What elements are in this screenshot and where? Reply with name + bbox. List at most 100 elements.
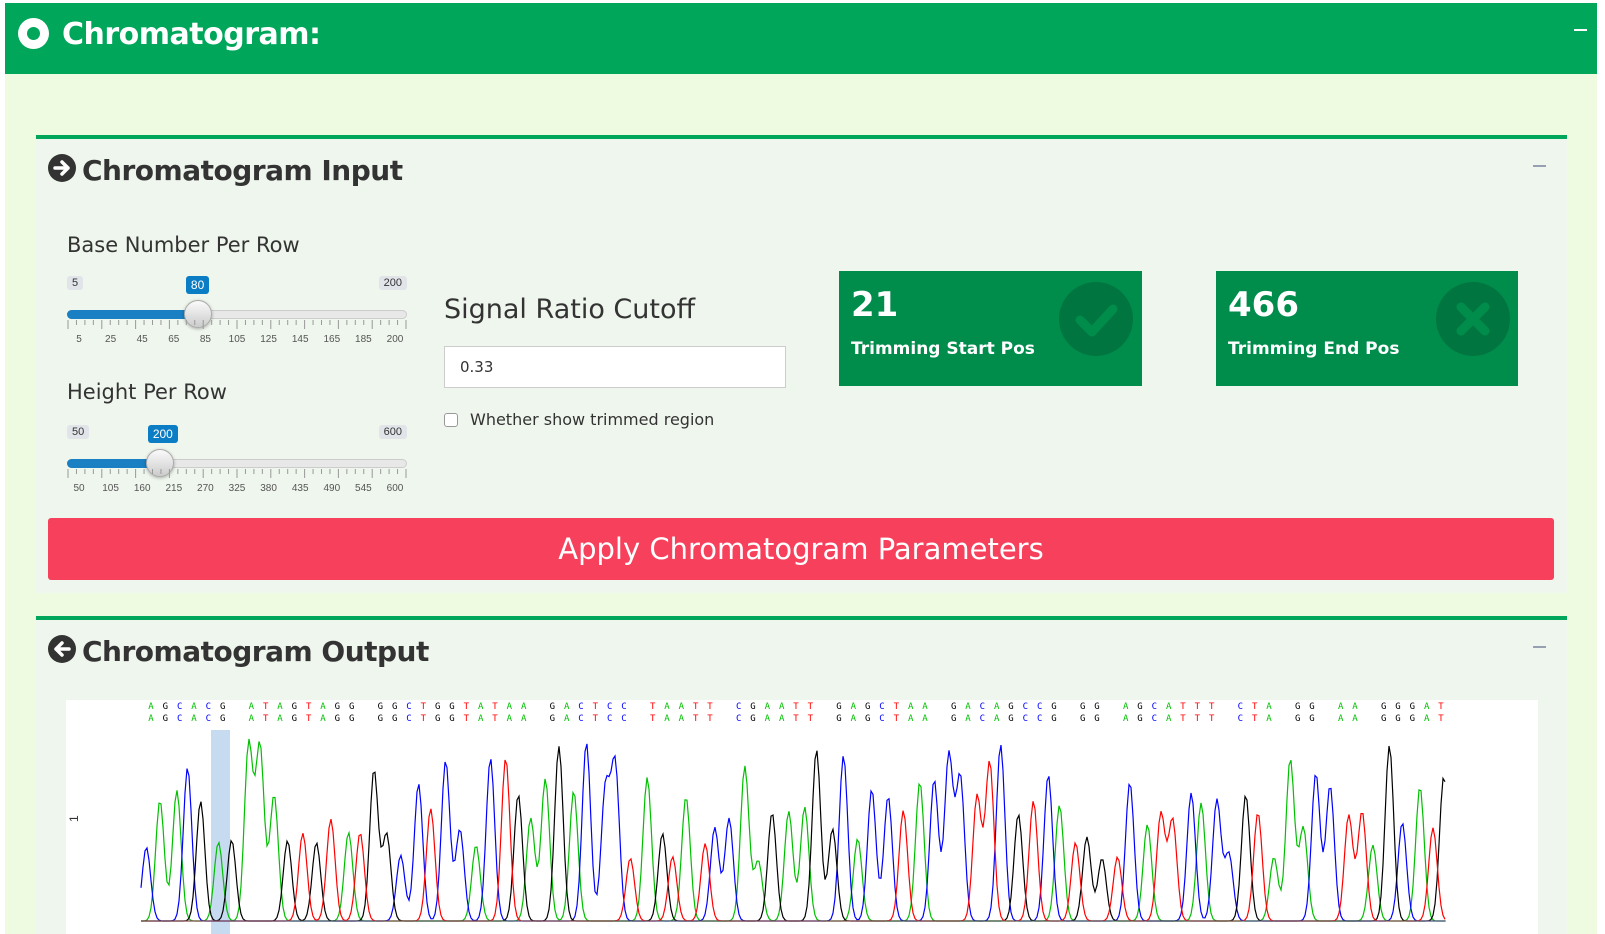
trimming-end-value: 466 xyxy=(1228,285,1299,325)
slider-tick-label: 215 xyxy=(165,483,183,494)
base-call: C xyxy=(1238,702,1243,712)
base-call: A xyxy=(965,714,971,724)
chromatogram-traces xyxy=(140,738,1446,922)
base-call: G xyxy=(1094,702,1099,712)
base-call: T xyxy=(1180,714,1186,724)
base-call: G xyxy=(750,714,755,724)
show-trimmed-checkbox[interactable] xyxy=(444,413,458,427)
base-call: C xyxy=(621,702,626,712)
base-call: A xyxy=(1166,714,1172,724)
base-call: A xyxy=(564,714,570,724)
slider-tick-label: 600 xyxy=(386,483,404,494)
trimming-start-label: Trimming Start Pos xyxy=(851,339,1035,359)
arrow-circle-left-icon xyxy=(48,635,76,663)
collapse-button[interactable] xyxy=(1566,20,1596,40)
base-call: A xyxy=(679,714,685,724)
trimming-end-valuebox: 466 Trimming End Pos xyxy=(1216,271,1518,386)
base-call: A xyxy=(1424,702,1430,712)
base-call: G xyxy=(1381,702,1386,712)
base-call: C xyxy=(736,702,741,712)
base-call: T xyxy=(1180,702,1186,712)
base-call: G xyxy=(292,714,297,724)
base-call: C xyxy=(1037,702,1042,712)
slider-fill xyxy=(67,310,198,319)
slider-fill xyxy=(67,459,160,468)
slider-min: 5 xyxy=(67,276,84,290)
base-call: A xyxy=(851,714,857,724)
base-call: G xyxy=(550,714,555,724)
base-call: G xyxy=(220,702,225,712)
base-call: T xyxy=(421,714,427,724)
slider-value: 200 xyxy=(147,425,178,443)
base-call: A xyxy=(1266,702,1272,712)
base-call: G xyxy=(349,714,354,724)
base-call: A xyxy=(521,714,527,724)
base-call: A xyxy=(1123,702,1129,712)
slider-tick-label: 65 xyxy=(168,334,180,345)
base-call: A xyxy=(507,702,513,712)
base-call: A xyxy=(908,714,914,724)
base-number-slider[interactable]: 5 200 80 5 25 45 65 85 105 125 145 165 185 200 xyxy=(67,276,407,345)
base-call: A xyxy=(507,714,513,724)
base-call: C xyxy=(1037,714,1042,724)
base-call: T xyxy=(593,702,599,712)
base-call: G xyxy=(865,702,870,712)
base-call: C xyxy=(1152,702,1157,712)
base-call: A xyxy=(320,714,326,724)
base-call: A xyxy=(478,714,484,724)
base-call: T xyxy=(793,714,799,724)
base-call: T xyxy=(492,714,498,724)
base-call: C xyxy=(406,702,411,712)
base-call: G xyxy=(335,714,340,724)
base-call: T xyxy=(464,702,470,712)
trimming-start-value: 21 xyxy=(851,285,899,325)
base-call: T xyxy=(421,702,427,712)
slider-tick-label: 490 xyxy=(323,483,341,494)
row-label: 1 xyxy=(67,815,81,822)
base-call: T xyxy=(1252,714,1258,724)
output-box-title: Chromatogram Output xyxy=(82,635,429,668)
base-call: C xyxy=(177,714,182,724)
base-call: C xyxy=(1023,714,1028,724)
trimmed-region-highlight xyxy=(211,730,230,934)
output-collapse-button[interactable] xyxy=(1525,637,1555,657)
base-call: G xyxy=(1395,714,1400,724)
base-call: G xyxy=(435,714,440,724)
base-call: T xyxy=(808,702,814,712)
base-call: A xyxy=(277,714,283,724)
base-call: C xyxy=(736,714,741,724)
base-call: G xyxy=(1094,714,1099,724)
input-collapse-button[interactable] xyxy=(1525,156,1555,176)
slider-tick-label: 145 xyxy=(291,334,309,345)
apply-parameters-button[interactable]: Apply Chromatogram Parameters xyxy=(48,518,1554,580)
slider-tick-label: 105 xyxy=(102,483,119,494)
base-call: A xyxy=(277,702,283,712)
base-call: G xyxy=(349,702,354,712)
slider-ticks xyxy=(67,320,407,329)
slider-tick-label: 45 xyxy=(136,334,148,345)
base-number-label: Base Number Per Row xyxy=(67,233,300,257)
base-call: T xyxy=(793,702,799,712)
base-call: G xyxy=(1410,702,1415,712)
base-call: A xyxy=(908,702,914,712)
base-call: A xyxy=(249,702,255,712)
base-call: T xyxy=(1195,702,1201,712)
slider-value: 80 xyxy=(185,276,210,294)
slider-handle[interactable] xyxy=(183,300,212,328)
base-call: T xyxy=(650,714,656,724)
base-call: T xyxy=(1209,702,1215,712)
slider-max: 600 xyxy=(378,425,407,439)
base-call: A xyxy=(965,702,971,712)
slider-tick-label: 545 xyxy=(355,483,372,494)
base-call: A xyxy=(521,702,527,712)
slider-tick-label: 200 xyxy=(386,334,404,345)
base-call: G xyxy=(220,714,225,724)
base-call: G xyxy=(163,702,168,712)
base-call: C xyxy=(1152,714,1157,724)
signal-ratio-input[interactable] xyxy=(444,346,786,388)
base-call: C xyxy=(177,702,182,712)
base-call: T xyxy=(306,714,312,724)
base-call: G xyxy=(836,714,841,724)
height-per-row-slider[interactable]: 50 600 200 50 105 160 215 270 325 380 435 490 545… xyxy=(67,425,407,494)
